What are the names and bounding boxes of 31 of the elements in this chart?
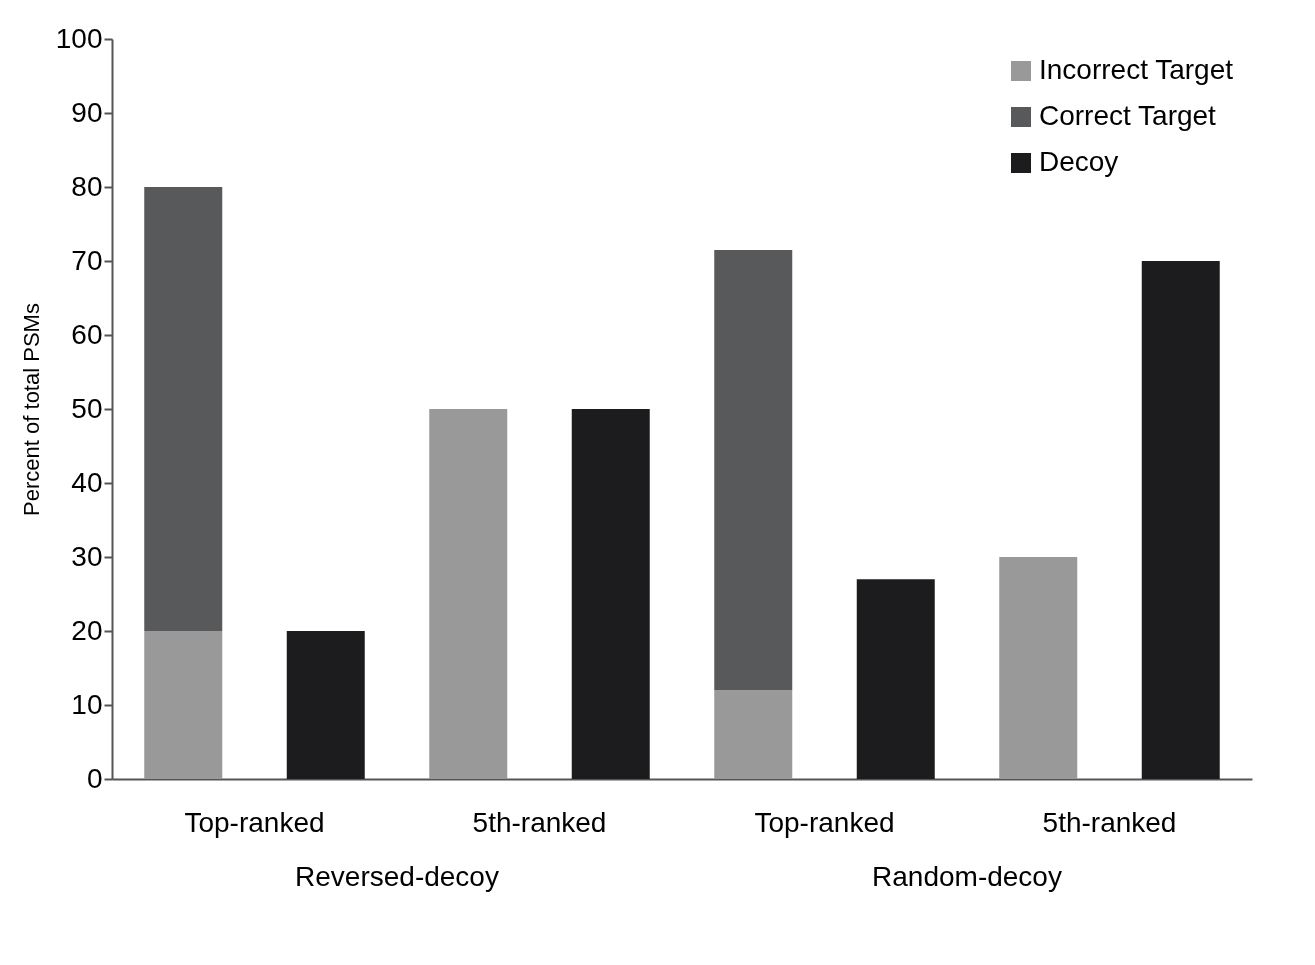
x-tick-label: 5th-ranked <box>472 806 607 838</box>
text: Random-decoy <box>872 861 1062 892</box>
x-tick-label: Top-ranked <box>754 806 895 838</box>
bar <box>429 409 508 779</box>
x-tick-label: Top-ranked <box>184 806 325 838</box>
text: Reversed-decoy <box>295 861 499 892</box>
y-tick-label: 60 <box>71 318 103 350</box>
bar <box>286 631 365 779</box>
bar <box>144 631 223 779</box>
y-tick-label: 30 <box>71 540 103 572</box>
legend-label: Incorrect Target <box>1039 54 1234 85</box>
bar <box>999 557 1078 779</box>
y-tick-label: 10 <box>71 688 103 720</box>
y-tick-label: 100 <box>55 22 103 54</box>
y-tick-label: 90 <box>71 96 103 128</box>
y-tick-label: 0 <box>86 762 103 794</box>
legend-label: Correct Target <box>1039 100 1217 131</box>
bar <box>714 249 793 691</box>
y-tick-label: 70 <box>71 244 103 276</box>
bar <box>714 690 793 779</box>
bar <box>144 187 223 631</box>
bar <box>856 579 935 779</box>
y-tick-label: 50 <box>71 392 103 424</box>
y-axis-title: Percent of total PSMs <box>18 303 44 516</box>
x-tick-label: 5th-ranked <box>1042 806 1177 838</box>
bar <box>571 409 650 779</box>
bar <box>1141 261 1220 779</box>
y-tick-label: 20 <box>71 614 103 646</box>
y-tick-label: 40 <box>71 466 103 498</box>
legend-label: Decoy <box>1039 146 1119 177</box>
y-tick-label: 80 <box>71 170 103 202</box>
